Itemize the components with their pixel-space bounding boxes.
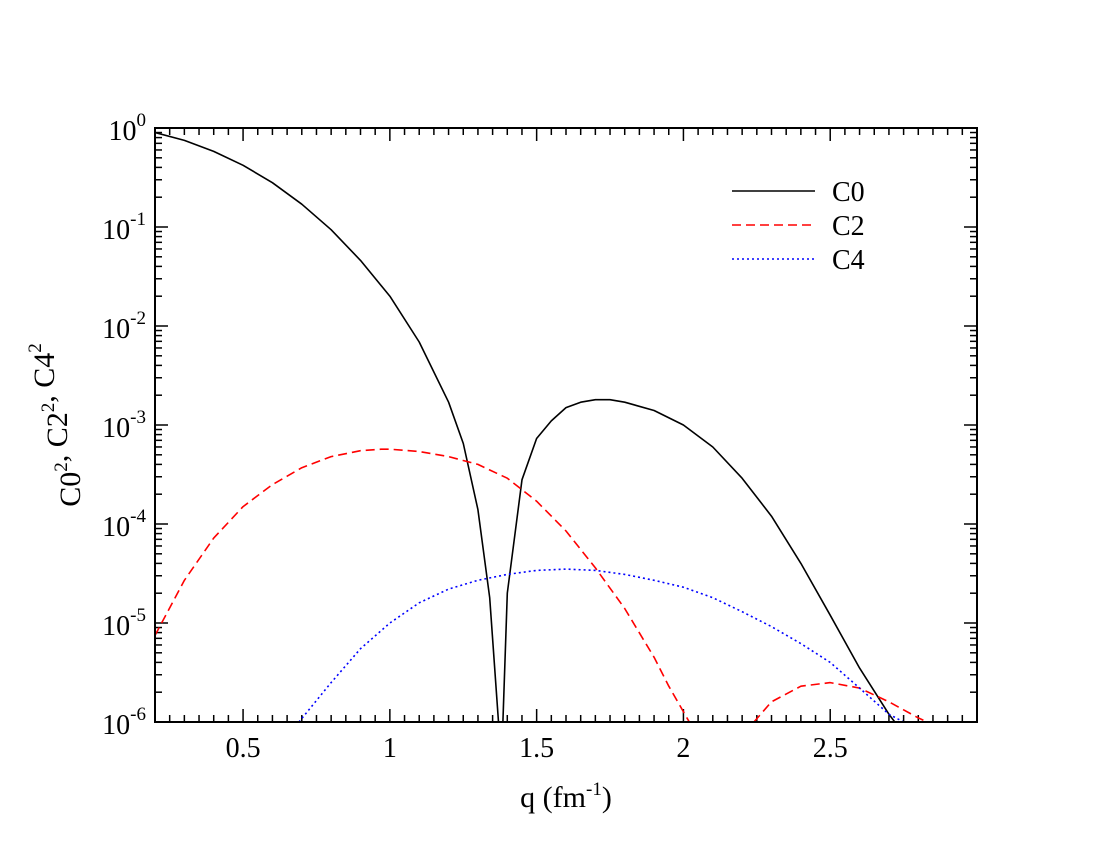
plot-frame (154, 127, 978, 723)
y-tick-labels: 100 10-1 10-2 10-3 10-4 10-5 10-6 (102, 110, 146, 741)
x-tick-label: 2 (676, 733, 690, 764)
series-line-c2 (753, 681, 928, 722)
x-tick-label: 0.5 (226, 733, 261, 764)
tick-marks (154, 127, 978, 723)
x-tick-labels: 0.5 1 1.5 2 2.5 (226, 733, 848, 764)
y-axis-label: C02, C22, C42 (25, 343, 87, 507)
y-tick-label: 10-1 (102, 209, 146, 246)
legend-label-c2: C2 (832, 211, 865, 242)
series-line-c2 (155, 448, 690, 722)
legend-label-c0: C0 (832, 177, 865, 208)
y-tick-label: 100 (109, 110, 147, 147)
x-tick-label: 2.5 (813, 733, 848, 764)
series-lines (155, 131, 928, 722)
x-tick-label: 1.5 (519, 733, 554, 764)
x-axis-label: q (fm-1) (520, 779, 612, 814)
series-line-c4 (298, 568, 904, 722)
y-tick-label: 10-2 (102, 308, 146, 345)
legend-label-c4: C4 (832, 245, 865, 276)
series-line-c0 (502, 398, 896, 722)
y-tick-label: 10-5 (102, 605, 146, 642)
x-tick-label: 1 (383, 733, 397, 764)
series-line-c0 (155, 131, 500, 722)
y-tick-label: 10-3 (102, 407, 146, 444)
y-tick-label: 10-4 (102, 506, 146, 543)
y-tick-label: 10-6 (102, 704, 146, 741)
